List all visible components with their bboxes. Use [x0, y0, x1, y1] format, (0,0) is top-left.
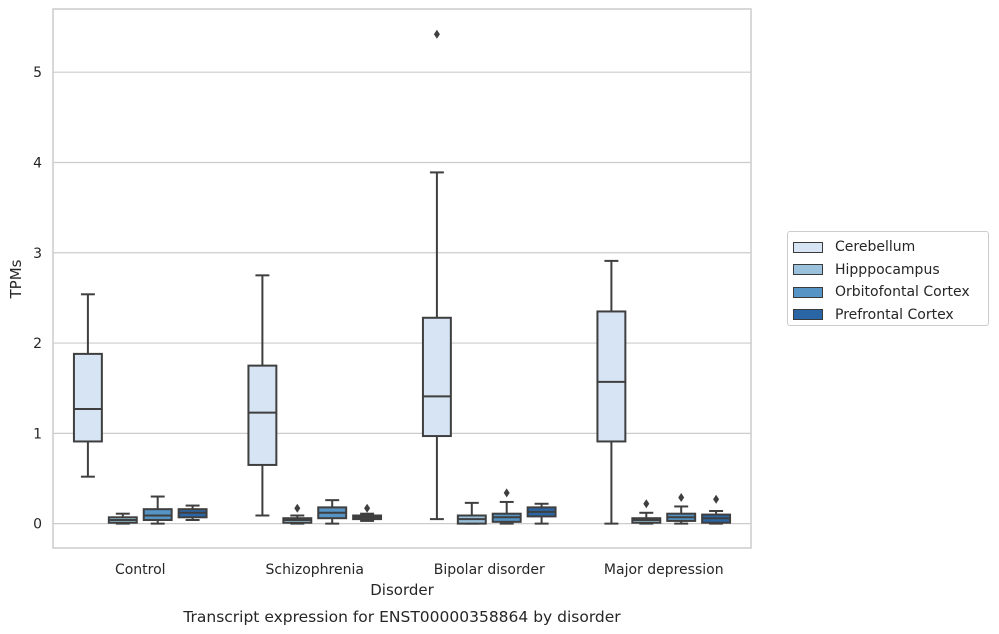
outlier-point [433, 29, 440, 39]
legend-swatch [793, 309, 823, 321]
box-iqr [247, 364, 278, 466]
legend: Cerebellum Hipppocampus Orbitofontal Corte… [787, 231, 989, 326]
box-iqr [72, 352, 103, 443]
box-cerebellum-2 [247, 274, 278, 517]
legend-item: Orbitofontal Cortex [792, 281, 988, 304]
x-tick-label: Schizophrenia [266, 562, 364, 578]
y-tick-label: 1 [33, 426, 42, 442]
box-prefrontal-cortex-2 [352, 503, 383, 522]
outlier-point [643, 499, 650, 509]
legend-item: Hipppocampus [792, 259, 988, 282]
box-orbitofontal-cortex-3 [491, 488, 522, 525]
box-hipppocampus-2 [282, 503, 313, 525]
box-cerebellum-4 [596, 259, 627, 525]
box-iqr [421, 316, 452, 438]
box-prefrontal-cortex-4 [701, 494, 732, 525]
box-cerebellum-3 [421, 29, 452, 521]
legend-swatch [793, 286, 823, 298]
legend-label: Hipppocampus [835, 261, 940, 278]
box-hipppocampus-1 [107, 512, 138, 525]
boxes [72, 29, 732, 525]
gridlines [53, 71, 751, 525]
box-orbitofontal-cortex-1 [142, 495, 173, 525]
outlier-point [364, 503, 371, 513]
y-tick-label: 3 [33, 246, 42, 262]
box-cerebellum-1 [72, 293, 103, 478]
chart-title: Transcript expression for ENST0000035886… [182, 608, 621, 626]
outlier-point [713, 494, 720, 504]
legend-swatch [793, 264, 823, 276]
outlier-point [294, 503, 301, 513]
legend-item: Prefrontal Cortex [792, 304, 988, 327]
legend-item: Cerebellum [792, 236, 988, 259]
x-tick-label: Control [115, 562, 166, 578]
box-hipppocampus-3 [456, 501, 487, 525]
legend-swatch [793, 241, 823, 253]
x-axis-label: Disorder [370, 581, 434, 599]
y-tick-label: 2 [33, 336, 42, 352]
outlier-point [503, 488, 510, 498]
x-tick-label: Bipolar disorder [434, 562, 545, 578]
box-prefrontal-cortex-1 [177, 504, 208, 522]
y-axis-label: TPMs [7, 259, 25, 299]
y-axis-ticks: 0 1 2 3 4 5 [33, 65, 42, 532]
box-iqr [596, 310, 627, 443]
x-axis-ticks: Control Schizophrenia Bipolar disorder Majo… [115, 562, 724, 578]
box-orbitofontal-cortex-4 [666, 492, 697, 525]
y-tick-label: 0 [33, 517, 42, 533]
box-hipppocampus-4 [631, 499, 662, 525]
box-orbitofontal-cortex-2 [317, 499, 348, 525]
legend-label: Prefrontal Cortex [835, 306, 954, 323]
x-tick-label: Major depression [604, 562, 724, 578]
plot-area-frame [52, 8, 752, 549]
y-tick-label: 5 [33, 65, 42, 81]
legend-label: Cerebellum [835, 239, 916, 256]
box-prefrontal-cortex-3 [526, 502, 557, 525]
legend-label: Orbitofontal Cortex [835, 284, 970, 301]
y-tick-label: 4 [33, 155, 42, 171]
outlier-point [678, 492, 685, 502]
